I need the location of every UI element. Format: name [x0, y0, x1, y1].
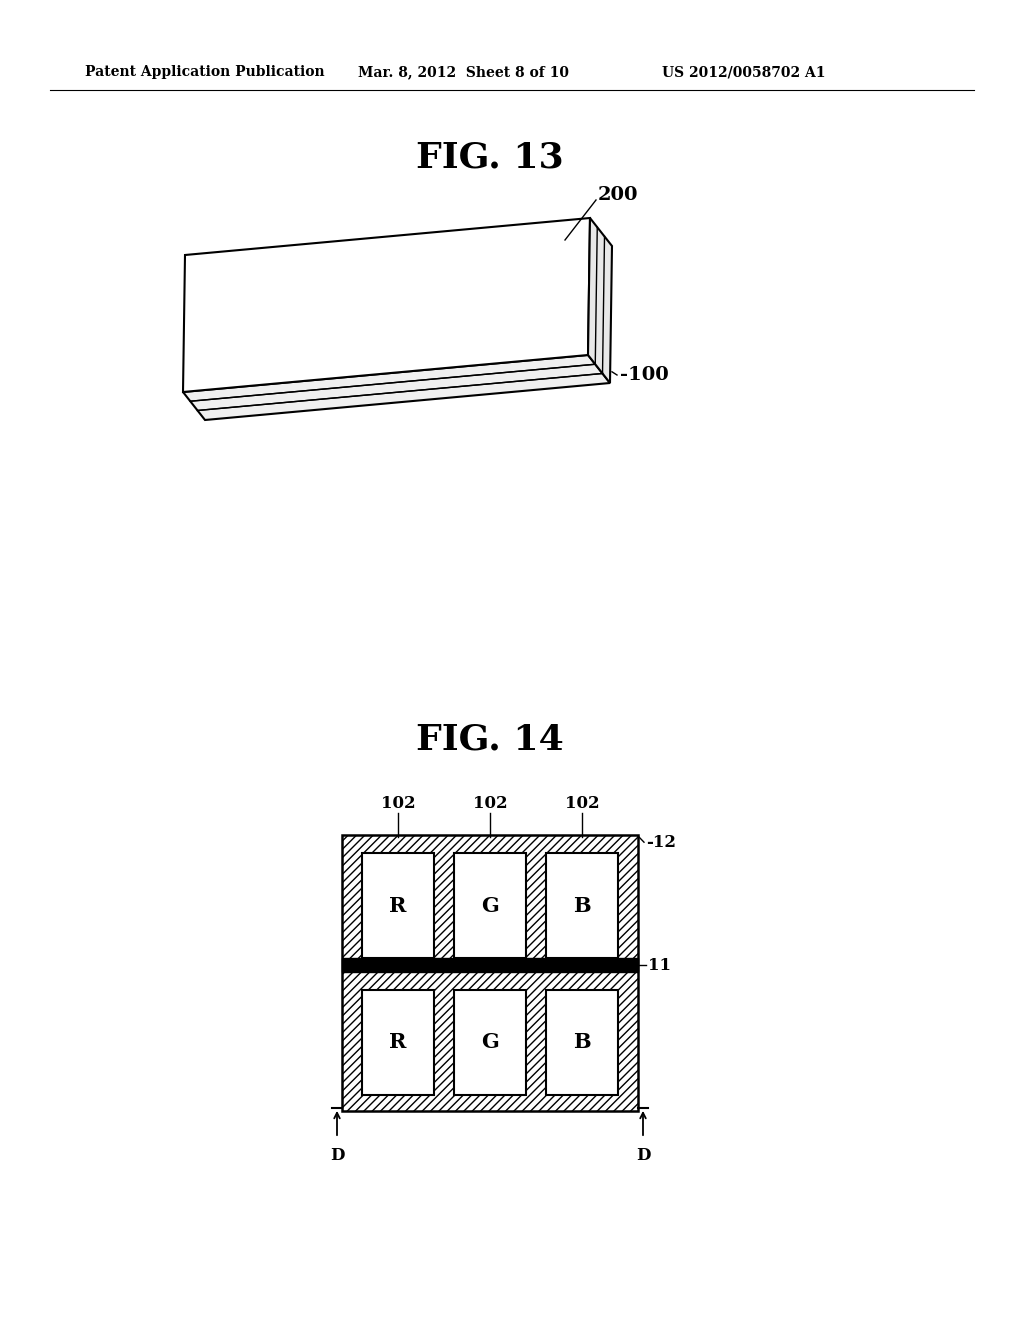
Text: G: G: [481, 1032, 499, 1052]
Text: R: R: [389, 895, 407, 916]
Text: 102: 102: [564, 795, 599, 812]
Text: US 2012/0058702 A1: US 2012/0058702 A1: [662, 65, 825, 79]
Polygon shape: [183, 355, 610, 420]
Bar: [454, 853, 526, 958]
Text: FIG. 14: FIG. 14: [416, 723, 564, 756]
Text: -100: -100: [620, 366, 669, 384]
Text: B: B: [573, 895, 591, 916]
Text: R: R: [389, 1032, 407, 1052]
Text: Mar. 8, 2012  Sheet 8 of 10: Mar. 8, 2012 Sheet 8 of 10: [358, 65, 569, 79]
Bar: [362, 853, 434, 958]
Text: Patent Application Publication: Patent Application Publication: [85, 65, 325, 79]
Bar: [546, 853, 618, 958]
Text: -12: -12: [646, 834, 676, 850]
Bar: [342, 836, 638, 1111]
Text: B: B: [573, 1032, 591, 1052]
Bar: [342, 958, 638, 972]
Text: G: G: [481, 895, 499, 916]
Text: D: D: [330, 1147, 344, 1163]
Bar: [362, 990, 434, 1096]
Polygon shape: [183, 218, 590, 392]
Text: 102: 102: [473, 795, 507, 812]
Bar: [546, 990, 618, 1096]
Polygon shape: [588, 218, 612, 383]
Text: 200: 200: [598, 186, 639, 205]
Text: 11: 11: [648, 957, 671, 974]
Bar: [454, 990, 526, 1096]
Text: D: D: [636, 1147, 650, 1163]
Text: 102: 102: [381, 795, 416, 812]
Text: FIG. 13: FIG. 13: [416, 141, 564, 176]
